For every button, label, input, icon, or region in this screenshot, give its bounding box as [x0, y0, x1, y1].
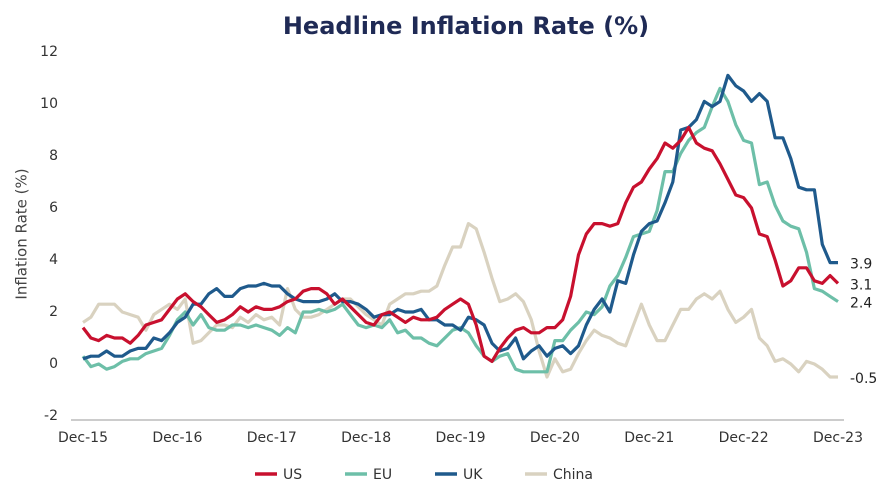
y-tick-label: 0: [49, 356, 58, 372]
y-tick-label: 8: [49, 148, 58, 164]
x-tick-label: Dec-17: [247, 430, 297, 446]
x-tick-label: Dec-22: [719, 430, 769, 446]
line-series: [82, 73, 838, 361]
legend-label: EU: [373, 467, 392, 483]
x-tick-label: Dec-21: [624, 430, 674, 446]
y-tick-label: 10: [40, 96, 58, 112]
legend-label: UK: [463, 467, 483, 483]
line-series: [82, 222, 838, 379]
y-tick-label: 12: [40, 44, 58, 60]
line-series: [81, 125, 840, 363]
x-tick-label: Dec-18: [341, 430, 391, 446]
end-label: 2.4: [850, 296, 872, 312]
end-label: 3.1: [850, 277, 872, 293]
y-tick-label: 6: [49, 200, 58, 216]
legend-label: China: [553, 467, 593, 483]
y-tick-label: 2: [49, 304, 58, 320]
x-tick-label: Dec-23: [813, 430, 863, 446]
x-tick-label: Dec-15: [58, 430, 108, 446]
y-tick-label: -2: [44, 408, 58, 424]
end-label: 3.9: [850, 257, 872, 273]
x-tick-label: Dec-16: [152, 430, 202, 446]
legend-label: US: [283, 467, 302, 483]
x-tick-label: Dec-20: [530, 430, 580, 446]
end-label: -0.5: [850, 371, 877, 387]
y-axis-label: Inflation Rate (%): [13, 168, 31, 299]
chart-title: Headline Inflation Rate (%): [283, 12, 649, 40]
y-tick-label: 4: [49, 252, 58, 268]
x-tick-label: Dec-19: [436, 430, 486, 446]
